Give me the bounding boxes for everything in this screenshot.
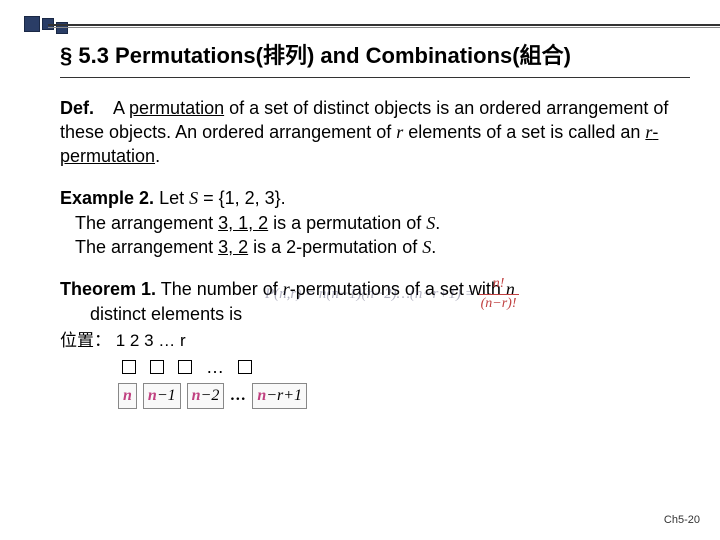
example-label: Example 2. [60, 188, 154, 208]
definition: Def. A permutation of a set of distinct … [60, 96, 690, 169]
box [150, 360, 164, 374]
formula-overlay: P(n,r) = n(n−1)(n−2)…(n−r+1) = n! (n−r)! [265, 275, 519, 314]
theorem: P(n,r) = n(n−1)(n−2)…(n−r+1) = n! (n−r)!… [60, 277, 690, 408]
box-values: n n−1 n−2 … n−r+1 [118, 383, 690, 409]
section-title: § 5.3 Permutations(排列) and Combinations(… [60, 42, 690, 78]
theorem-label: Theorem 1. [60, 279, 156, 299]
box [178, 360, 192, 374]
boxes-row: … [122, 355, 690, 379]
header-decoration [28, 18, 68, 34]
slide-content: § 5.3 Permutations(排列) and Combinations(… [60, 42, 690, 409]
def-label: Def. [60, 98, 94, 118]
box [122, 360, 136, 374]
example: Example 2. Let S = {1, 2, 3}. The arrang… [60, 186, 690, 259]
header-line [48, 24, 720, 26]
position-row: 位置： 1 2 3 … r [60, 330, 690, 353]
page-footer: Ch5-20 [664, 514, 700, 526]
box [238, 360, 252, 374]
